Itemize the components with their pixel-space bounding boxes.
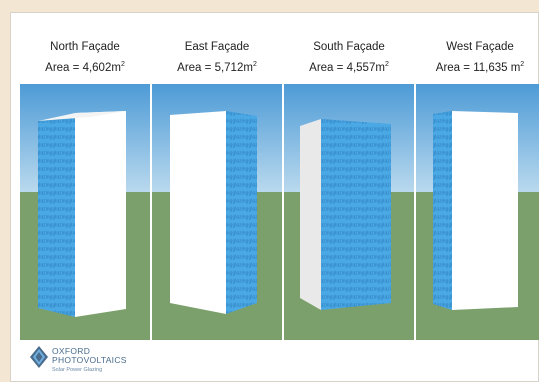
white-wall [452, 111, 518, 310]
oxford-pv-logo: OXFORD PHOTOVOLTAICS Solar Power Glazing [30, 342, 150, 378]
west-facade-panel [416, 84, 539, 340]
facade-title: North Façade [50, 41, 120, 53]
glazed-facade [226, 111, 257, 314]
white-wall [300, 119, 321, 310]
glazed-facade [321, 119, 391, 310]
glazed-facade [433, 111, 452, 310]
east-facade-panel [152, 84, 282, 340]
facade-area: Area = 5,712m2 [177, 61, 257, 74]
logo-tagline: Solar Power Glazing [52, 367, 103, 373]
facade-area: Area = 11,635 m2 [435, 61, 525, 74]
east-facade-header: East Façade Area = 5,712m2 [152, 39, 282, 77]
white-wall [170, 111, 226, 314]
facade-title: East Façade [184, 41, 250, 53]
diamond-logo-icon [30, 346, 48, 368]
facade-title: South Façade [313, 41, 385, 53]
white-wall [75, 111, 126, 317]
facade-area: Area = 4,602m2 [45, 61, 125, 74]
glazed-facade [38, 113, 75, 317]
facade-title: West Façade [446, 41, 514, 53]
north-facade-header: North Façade Area = 4,602m2 [20, 39, 150, 77]
south-facade-header: South Façade Area = 4,557m2 [284, 39, 414, 77]
logo-wordmark: OXFORD PHOTOVOLTAICS [52, 346, 127, 365]
facade-area: Area = 4,557m2 [309, 61, 389, 74]
south-facade-panel [284, 84, 414, 340]
north-facade-panel [20, 84, 150, 340]
west-facade-header: West Façade Area = 11,635 m2 [415, 39, 539, 77]
